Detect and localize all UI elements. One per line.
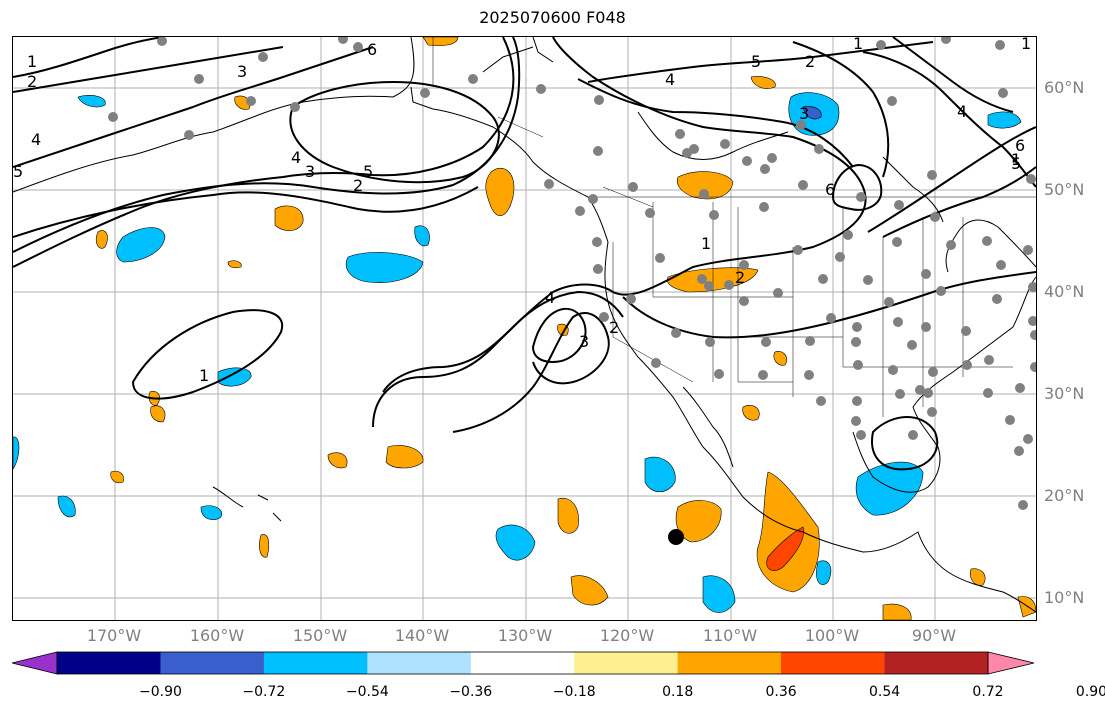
contour-label: 1 — [701, 234, 711, 253]
colorbar-tick-label: −0.90 — [138, 684, 182, 700]
contour-label: 5 — [751, 52, 761, 71]
colorbar-tick-label: 0.36 — [765, 684, 797, 700]
colorbar — [11, 651, 1035, 675]
contour-label: 2 — [353, 176, 363, 195]
contour-label: 4 — [957, 102, 967, 121]
contour-label: 1 — [27, 52, 37, 71]
lon-label: 100°W — [804, 626, 860, 645]
contour-label: 5 — [1011, 154, 1021, 173]
lat-label: 40°N — [1044, 282, 1085, 301]
contour-label: 4 — [291, 148, 301, 167]
colorbar-tick-label: 0.18 — [662, 684, 694, 700]
coastlines — [13, 37, 1036, 613]
colorbar-tick-label: −0.72 — [242, 684, 286, 700]
colorbar-tick-label: −0.36 — [449, 684, 493, 700]
state-borders — [432, 37, 1036, 417]
contour-label: 2 — [805, 52, 815, 71]
lon-label: 90°W — [911, 626, 957, 645]
contour-label: 4 — [665, 70, 675, 89]
lon-label: 150°W — [292, 626, 348, 645]
map-panel: 1 2 3 4 5 6 1 2 3 4 5 4 3 2 1 4 3 2 1 2 … — [12, 36, 1037, 621]
colorbar-segment — [574, 652, 679, 674]
colorbar-extend-max — [987, 651, 1035, 675]
lat-label: 10°N — [1044, 588, 1085, 607]
colorbar-tick-label: −0.18 — [552, 684, 596, 700]
colorbar-tick-label: −0.54 — [345, 684, 389, 700]
lon-label: 140°W — [394, 626, 450, 645]
contour-label: 1 — [199, 366, 209, 385]
lon-label: 130°W — [497, 626, 553, 645]
colorbar-segment — [263, 652, 368, 674]
contour-label: 4 — [31, 130, 41, 149]
colorbar-segment — [470, 652, 575, 674]
contour-label: 3 — [579, 332, 589, 351]
map-svg: 1 2 3 4 5 6 1 2 3 4 5 4 3 2 1 4 3 2 1 2 … — [13, 37, 1036, 620]
contour-label: 5 — [13, 162, 23, 181]
contour-label: 2 — [27, 72, 37, 91]
colorbar-extend-min — [11, 651, 58, 675]
contour-label: 2 — [735, 268, 745, 287]
map-title: 2025070600 F048 — [479, 8, 626, 27]
lon-label: 110°W — [702, 626, 758, 645]
contour-label: 1 — [1021, 37, 1031, 53]
colorbar-segment — [367, 652, 472, 674]
colorbar-tick-label: 0.54 — [868, 684, 901, 700]
contour-label: 6 — [1015, 136, 1025, 155]
colorbar-segment — [57, 652, 161, 674]
lon-label: 170°W — [86, 626, 142, 645]
colorbar-segment — [677, 652, 782, 674]
colorbar-segment — [781, 652, 886, 674]
contour-label: 3 — [237, 62, 247, 81]
lat-label: 20°N — [1044, 486, 1085, 505]
colorbar-tick-label: 0.72 — [972, 684, 1004, 700]
station-marker — [668, 529, 684, 545]
lat-label: 60°N — [1044, 78, 1085, 97]
contour-label-group: 1 2 3 4 5 6 1 2 3 4 5 4 3 2 1 4 3 2 1 2 … — [13, 37, 1031, 385]
contour-label: 1 — [1011, 150, 1021, 169]
contour-label: 3 — [305, 162, 315, 181]
contour-label: 5 — [363, 162, 373, 181]
colorbar-tick-label: 0.90 — [1075, 684, 1105, 700]
colorbar-segment — [884, 652, 989, 674]
filled-contours — [13, 37, 1036, 620]
contour-label: 2 — [609, 318, 619, 337]
contour-label: 6 — [367, 40, 377, 59]
lat-label: 30°N — [1044, 384, 1085, 403]
colorbar-outline — [56, 651, 989, 675]
lon-label: 160°W — [189, 626, 245, 645]
lon-label: 120°W — [599, 626, 655, 645]
contour-label: 6 — [825, 180, 835, 199]
colorbar-segment — [160, 652, 265, 674]
contour-label: 1 — [853, 37, 863, 53]
contour-lines — [13, 37, 1036, 471]
contour-label: 4 — [545, 288, 555, 307]
contour-label: 3 — [799, 104, 809, 123]
lat-label: 50°N — [1044, 180, 1085, 199]
station-dots — [108, 37, 1036, 510]
graticule — [13, 37, 1036, 620]
